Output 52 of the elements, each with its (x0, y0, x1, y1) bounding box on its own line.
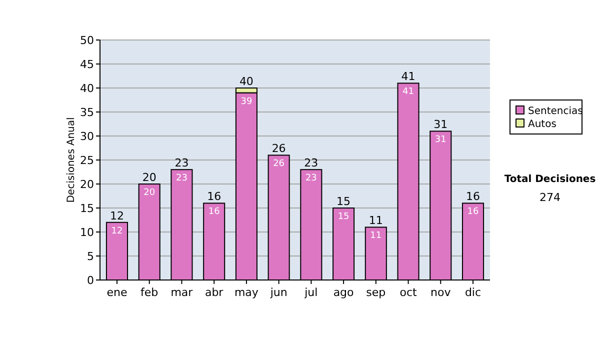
total-label: 40 (239, 75, 254, 88)
total-label: 26 (272, 142, 286, 156)
data-label: 23 (176, 174, 188, 184)
legend-label: Sentencias (528, 106, 583, 117)
total-label: 20 (142, 171, 156, 184)
total-label: 16 (466, 190, 480, 204)
y-axis-title: Decisiones Anual (66, 117, 77, 203)
data-label: 16 (208, 207, 220, 218)
text: Total Decisiones (504, 174, 596, 185)
legend-label: Autos (528, 119, 556, 130)
data-label: 11 (370, 231, 382, 242)
x-tick-label: ago (333, 286, 354, 299)
total-label: 31 (434, 118, 448, 132)
x-tick-label: nov (430, 286, 452, 299)
y-tick-label: 10 (80, 226, 94, 239)
data-label: 15 (338, 212, 350, 222)
x-tick-label: jul (304, 286, 318, 299)
total-label: 23 (304, 156, 318, 170)
x-tick-label: abr (204, 286, 224, 299)
data-label: 26 (273, 159, 285, 170)
y-tick-label: 35 (80, 106, 94, 119)
y-tick-label: 20 (80, 178, 94, 191)
total-label: 23 (174, 156, 189, 170)
data-label: 23 (305, 174, 317, 184)
data-label: 31 (434, 135, 446, 146)
data-label: 41 (402, 87, 414, 98)
data-label: 12 (111, 226, 123, 236)
x-tick-label: sep (366, 286, 386, 299)
total-label: 11 (368, 214, 383, 228)
x-tick-label: jun (269, 286, 288, 299)
y-tick-label: 15 (80, 202, 94, 215)
y-tick-label: 5 (87, 250, 94, 263)
y-tick-label: 30 (80, 130, 94, 143)
total-label: 15 (336, 195, 351, 208)
y-tick-label: 45 (80, 58, 94, 71)
y-tick-label: 40 (80, 82, 94, 95)
x-tick-label: dic (464, 286, 482, 299)
text: 274 (540, 191, 560, 204)
x-tick-label: mar (170, 286, 194, 299)
total-label: 41 (401, 70, 416, 84)
x-tick-label: may (234, 286, 259, 299)
data-label: 39 (240, 96, 252, 107)
total-label: 16 (207, 190, 222, 204)
y-tick-label: 25 (80, 154, 94, 167)
total-label: 12 (110, 209, 124, 222)
data-label: 16 (467, 207, 480, 218)
y-tick-label: 0 (87, 274, 94, 287)
data-label: 20 (144, 188, 156, 198)
x-tick-label: oct (400, 286, 418, 299)
x-tick-label: feb (140, 286, 158, 299)
y-tick-label: 50 (80, 34, 94, 47)
x-tick-label: ene (106, 286, 128, 299)
